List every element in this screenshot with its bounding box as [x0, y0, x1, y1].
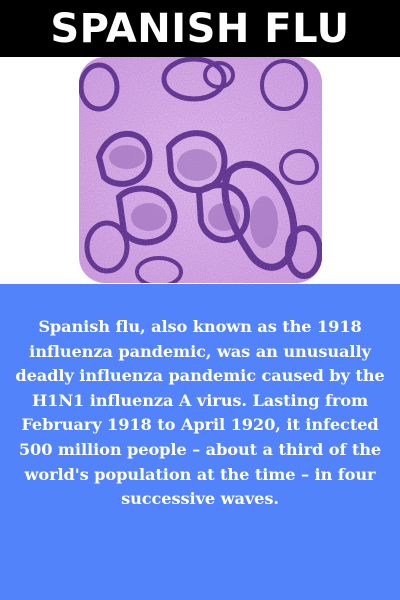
- description-text: Spanish flu, also known as the 1918 infl…: [15, 317, 385, 509]
- virus-micrograph-image: [79, 57, 322, 283]
- page-title: SPANISH FLU: [50, 5, 350, 52]
- description-panel: Spanish flu, also known as the 1918 infl…: [0, 284, 400, 600]
- title-banner: SPANISH FLU: [0, 0, 400, 57]
- virus-micrograph-illustration: [79, 57, 322, 283]
- image-area: [0, 57, 400, 284]
- micrograph-grain: [79, 57, 322, 283]
